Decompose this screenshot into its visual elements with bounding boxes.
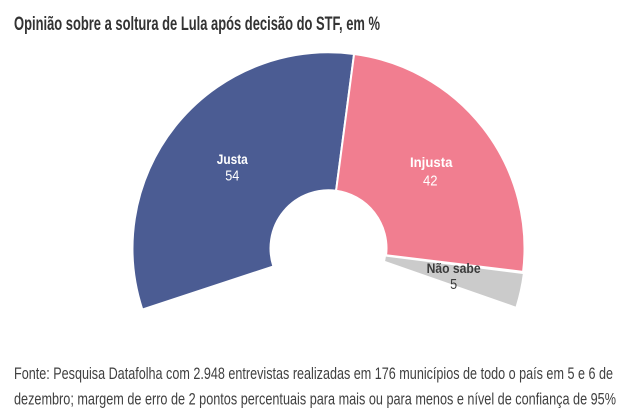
svg-text:54: 54 <box>225 168 239 185</box>
svg-text:Injusta: Injusta <box>410 155 453 170</box>
svg-text:5: 5 <box>450 276 457 293</box>
svg-text:dezembro; margem de erro de 2: dezembro; margem de erro de 2 pontos per… <box>14 389 616 408</box>
svg-text:Opinião sobre a soltura de Lul: Opinião sobre a soltura de Lula após dec… <box>14 14 380 35</box>
svg-text:42: 42 <box>423 173 438 190</box>
svg-text:Fonte: Pesquisa Datafolha com: Fonte: Pesquisa Datafolha com 2.948 entr… <box>14 364 613 383</box>
svg-text:Não sabe: Não sabe <box>427 261 481 276</box>
svg-text:Justa: Justa <box>217 152 248 167</box>
